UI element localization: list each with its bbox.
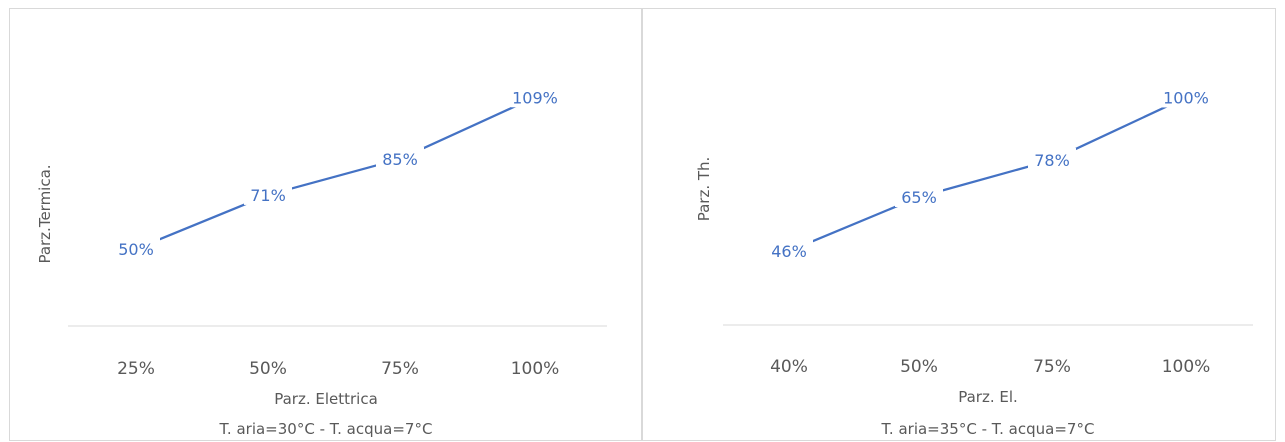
x-axis-title: Parz. Elettrica [274, 390, 378, 408]
x-tick-label: 100% [511, 359, 560, 379]
x-tick-label: 40% [770, 357, 808, 377]
data-label: 65% [901, 188, 937, 207]
series-line [789, 97, 1186, 251]
x-tick-label: 75% [1033, 357, 1071, 377]
x-axis-subtitle: T. aria=35°C - T. acqua=7°C [881, 420, 1095, 438]
x-axis-subtitle: T. aria=30°C - T. acqua=7°C [219, 420, 433, 438]
x-axis-title: Parz. El. [958, 388, 1018, 406]
chart-svg-right: 46% 65% 78% 100% 40% 50% 75% 100% Parz. Th. Par… [643, 9, 1277, 442]
chart-marks: 46% 65% 78% 100% 40% 50% 75% 100% [765, 85, 1210, 377]
x-tick-label: 75% [381, 359, 419, 379]
data-label: 109% [512, 88, 558, 107]
x-tick-label: 25% [117, 359, 155, 379]
data-label: 100% [1163, 88, 1209, 107]
chart-marks: 50% 71% 85% 109% 25% 50% 75% 100% [112, 85, 559, 379]
y-axis-title: Parz. Th. [695, 157, 713, 222]
chart-panel-right: 46% 65% 78% 100% 40% 50% 75% 100% Parz. Th. Par… [642, 8, 1276, 441]
chart-svg-left: 50% 71% 85% 109% 25% 50% 75% 100% Parz.Termica.… [10, 9, 643, 442]
y-axis-title: Parz.Termica. [36, 164, 54, 263]
data-label: 50% [118, 240, 154, 259]
x-tick-label: 50% [900, 357, 938, 377]
data-label: 78% [1034, 151, 1070, 170]
data-label: 71% [250, 186, 286, 205]
x-tick-label: 50% [249, 359, 287, 379]
data-label: 46% [771, 242, 807, 261]
x-tick-label: 100% [1162, 357, 1211, 377]
data-label: 85% [382, 150, 418, 169]
series-line [136, 97, 535, 249]
chart-panel-left: 50% 71% 85% 109% 25% 50% 75% 100% Parz.Termica.… [9, 8, 642, 441]
